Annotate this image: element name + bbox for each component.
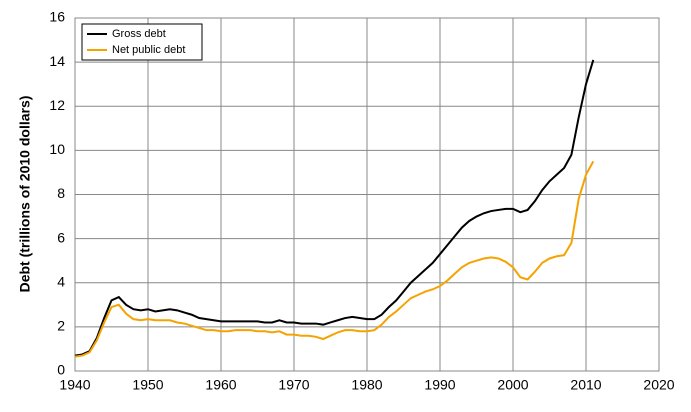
y-tick-label: 0	[57, 362, 65, 378]
y-axis-label: Debt (trillions of 2010 dollars)	[17, 96, 33, 293]
y-tick-label: 12	[49, 97, 65, 113]
y-tick-label: 14	[49, 53, 65, 69]
x-tick-label: 2020	[643, 377, 674, 393]
legend-label: Net public debt	[112, 44, 185, 56]
x-tick-label: 2010	[570, 377, 601, 393]
x-tick-label: 2000	[497, 377, 528, 393]
y-tick-label: 2	[57, 318, 65, 334]
y-tick-label: 16	[49, 9, 65, 25]
line-series	[75, 60, 593, 356]
x-tick-label: 1970	[278, 377, 309, 393]
x-tick-label: 1950	[132, 377, 163, 393]
legend-label: Gross debt	[112, 28, 166, 40]
y-tick-label: 6	[57, 229, 65, 245]
y-tick-label: 8	[57, 185, 65, 201]
chart: Debt (trillions of 2010 dollars) 0 2 4 6 8 10…	[0, 0, 691, 407]
x-tick-label: 1990	[424, 377, 455, 393]
x-tick-label: 1940	[59, 377, 90, 393]
x-tick-label: 1980	[351, 377, 382, 393]
y-tick-label: 4	[57, 273, 65, 289]
y-tick-label: 10	[49, 141, 65, 157]
x-tick-label: 1960	[205, 377, 236, 393]
